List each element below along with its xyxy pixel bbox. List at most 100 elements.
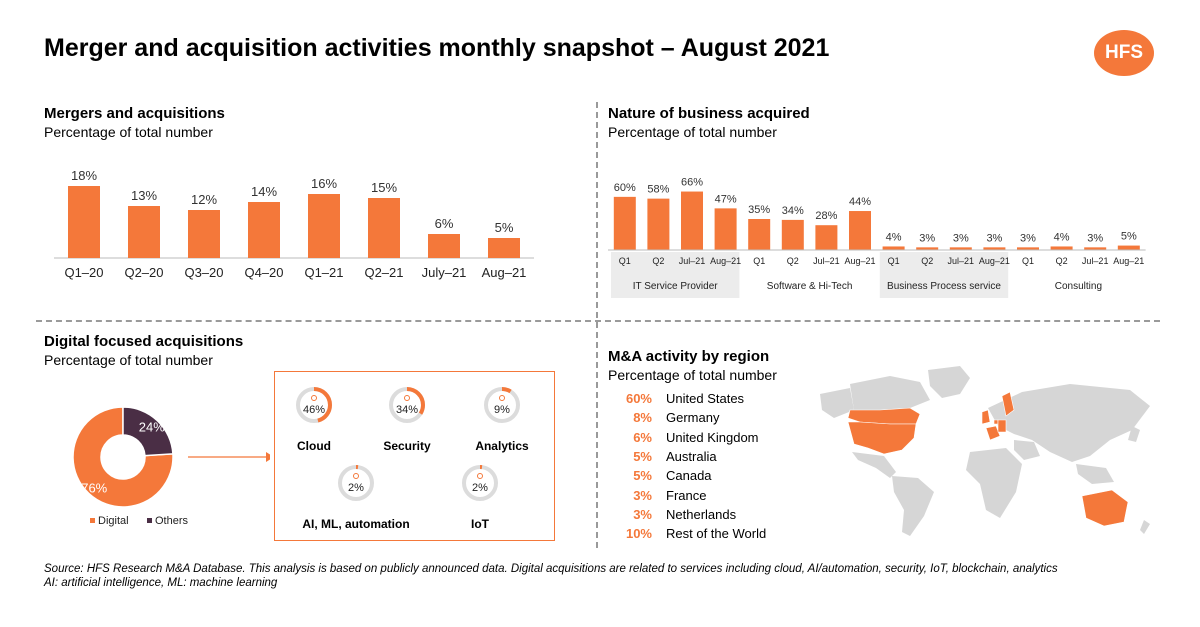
ma-bar — [188, 210, 220, 258]
map-netherlands — [993, 419, 999, 425]
ring-value-label: 2% — [348, 482, 364, 494]
footer-source: Source: HFS Research M&A Database. This … — [44, 563, 1058, 575]
ring-progress — [484, 387, 520, 423]
map-japan — [1128, 426, 1140, 442]
region-row: 8% Germany — [622, 410, 822, 429]
nature-value-label: 47% — [715, 193, 737, 205]
nature-value-label: 4% — [1054, 231, 1070, 243]
nature-bar — [1017, 247, 1039, 250]
ma-bar-chart: 18% Q1–20 13% Q2–20 12% Q3–20 14% Q4–20 16% Q1–21… — [54, 168, 534, 280]
footer-abbreviations: AI: artificial intelligence, ML: machine… — [44, 577, 278, 589]
ma-bar — [488, 238, 520, 258]
ma-category-label: Aug–21 — [482, 265, 527, 280]
nature-value-label: 3% — [1020, 232, 1036, 244]
region-row: 6% United Kingdom — [622, 430, 822, 449]
ma-category-label: Q2–20 — [124, 265, 163, 280]
ma-value-label: 13% — [131, 188, 157, 203]
ma-category-label: July–21 — [422, 265, 467, 280]
nature-panel-subtitle: Percentage of total number — [608, 124, 777, 140]
nature-category-label: Jul–21 — [1082, 256, 1109, 266]
map-africa — [966, 448, 1022, 518]
nature-bar — [882, 246, 905, 250]
region-percent: 3% — [633, 506, 652, 522]
ring-value-label: 9% — [494, 404, 510, 416]
nature-bar — [781, 219, 804, 250]
nature-value-label: 58% — [647, 184, 669, 196]
nature-group-band — [611, 252, 740, 298]
ring-progress — [338, 465, 374, 501]
digital-panel-title: Digital focused acquisitions — [44, 333, 244, 350]
map-eurasia — [988, 384, 1150, 462]
ma-value-label: 12% — [191, 192, 217, 207]
nature-bar — [681, 191, 703, 250]
nature-group-band — [879, 252, 1009, 298]
donut-legend-label: Digital — [98, 515, 129, 527]
region-name: Netherlands — [666, 506, 737, 522]
nature-category-label: Jul–21 — [813, 256, 840, 266]
world-map — [820, 366, 1150, 536]
region-row: 3% France — [622, 488, 822, 507]
ma-category-label: Q1–21 — [304, 265, 343, 280]
nature-bar — [849, 211, 871, 250]
region-row: 60% United States — [622, 391, 822, 410]
nature-category-label: Q1 — [1022, 256, 1034, 266]
nature-category-label: Q2 — [652, 256, 664, 266]
region-panel-subtitle: Percentage of total number — [608, 367, 777, 383]
donut-legend-swatch — [147, 518, 152, 523]
shield-icon — [404, 395, 410, 401]
map-france — [985, 425, 1001, 441]
ma-panel-subtitle: Percentage of total number — [44, 124, 213, 140]
nature-bar — [983, 247, 1006, 250]
donut-slice — [122, 406, 174, 457]
ma-bar — [68, 186, 100, 258]
ring-category-label: IoT — [471, 517, 489, 531]
ring-category-label: Analytics — [475, 439, 529, 453]
ring-category-label: Cloud — [297, 439, 331, 453]
ring-value-label: 2% — [472, 482, 488, 494]
region-name: France — [666, 487, 707, 503]
cloud-icon — [311, 395, 317, 401]
nature-value-label: 28% — [815, 210, 837, 222]
map-south-america — [892, 476, 934, 536]
ring-category-label: AI, ML, automation — [302, 517, 410, 531]
ma-bar — [248, 202, 280, 258]
map-north-canada — [850, 376, 930, 410]
ma-value-label: 6% — [435, 216, 454, 231]
nature-bar — [815, 225, 838, 250]
map-united-states — [847, 421, 917, 455]
nature-category-label: Aug–21 — [979, 256, 1010, 266]
bar-chart-icon — [499, 395, 505, 401]
ma-bar — [368, 198, 400, 258]
nature-category-label: Q2 — [1056, 256, 1068, 266]
map-sweden — [1001, 391, 1015, 417]
nature-bar — [1084, 247, 1107, 250]
page-title: Merger and acquisition activities monthl… — [44, 34, 830, 62]
nature-value-label: 5% — [1121, 231, 1137, 243]
region-name: Australia — [666, 448, 717, 464]
ma-bar — [308, 194, 340, 258]
region-percent: 10% — [625, 526, 652, 542]
ma-category-label: Q1–20 — [64, 265, 103, 280]
nature-value-label: 44% — [849, 196, 871, 208]
digital-breakdown-box — [274, 371, 555, 541]
nature-value-label: 3% — [953, 232, 969, 244]
region-percent: 5% — [633, 448, 652, 464]
footer-notes: Source: HFS Research M&A Database. This … — [44, 562, 1058, 590]
digital-panel-subtitle: Percentage of total number — [44, 352, 213, 368]
nature-panel-title: Nature of business acquired — [608, 105, 810, 122]
nature-category-label: Q2 — [921, 256, 933, 266]
digital-ring-labels: Cloud Security Analytics AI, ML, automation… — [274, 371, 556, 542]
nature-category-label: Aug–21 — [1113, 256, 1144, 266]
ma-category-label: Q4–20 — [244, 265, 283, 280]
nature-bar-chart: IT Service Provider 60% Q1 58% Q2 66% Jul–21 47… — [608, 177, 1146, 298]
nature-group-label: Consulting — [1055, 281, 1102, 292]
vertical-divider — [596, 102, 598, 548]
nature-category-label: Jul–21 — [679, 256, 706, 266]
nature-group-label: Business Process service — [887, 281, 1001, 292]
region-name: Rest of the World — [666, 526, 767, 542]
nature-bar — [916, 247, 939, 250]
nature-category-label: Q1 — [888, 256, 900, 266]
ma-bar — [128, 206, 160, 258]
nature-value-label: 3% — [919, 232, 935, 244]
nature-bar — [613, 196, 636, 250]
